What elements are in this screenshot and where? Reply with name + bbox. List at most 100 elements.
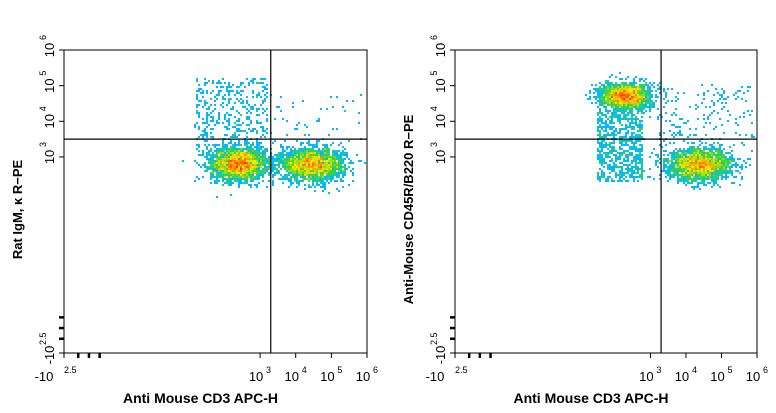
event-dot — [685, 158, 687, 160]
event-dot — [721, 156, 723, 158]
event-dot — [613, 100, 615, 102]
event-dot — [272, 174, 274, 176]
event-dot — [625, 154, 627, 156]
event-dot — [296, 162, 298, 164]
event-dot — [292, 150, 294, 152]
event-dot — [216, 86, 218, 88]
event-dot — [198, 90, 200, 92]
event-dot — [599, 150, 601, 152]
event-dot — [659, 174, 661, 176]
event-dot — [252, 148, 254, 150]
event-dot — [715, 126, 717, 128]
event-dot — [633, 86, 635, 88]
event-dot — [701, 168, 703, 170]
event-dot — [631, 88, 633, 90]
event-dot — [218, 152, 220, 154]
event-dot — [743, 144, 745, 146]
event-dot — [635, 156, 637, 158]
y-tick-exponent: 3 — [38, 142, 48, 147]
event-dot — [621, 124, 623, 126]
event-dot — [703, 148, 705, 150]
event-dot — [599, 120, 601, 122]
event-dot — [288, 146, 290, 148]
event-dot — [280, 144, 282, 146]
event-dot — [226, 178, 228, 180]
event-dot — [639, 110, 641, 112]
event-dot — [627, 156, 629, 158]
event-dot — [701, 162, 703, 164]
event-dot — [615, 104, 617, 106]
event-dot — [637, 126, 639, 128]
event-dot — [256, 184, 258, 186]
event-dot — [717, 174, 719, 176]
event-dot — [623, 152, 625, 154]
event-dot — [667, 166, 669, 168]
event-dot — [242, 90, 244, 92]
event-dot — [711, 156, 713, 158]
event-dot — [655, 164, 657, 166]
event-dot — [605, 110, 607, 112]
event-dot — [332, 156, 334, 158]
event-dot — [599, 176, 601, 178]
event-dot — [332, 166, 334, 168]
event-dot — [328, 150, 330, 152]
event-dot — [663, 158, 665, 160]
event-dot — [272, 170, 274, 172]
event-dot — [232, 148, 234, 150]
event-dot — [679, 166, 681, 168]
event-dot — [262, 146, 264, 148]
event-dot — [308, 186, 310, 188]
event-dot — [619, 110, 621, 112]
event-dot — [236, 162, 238, 164]
event-dot — [298, 156, 300, 158]
event-dot — [324, 166, 326, 168]
event-dot — [238, 124, 240, 126]
event-dot — [699, 164, 701, 166]
event-dot — [673, 166, 675, 168]
event-dot — [627, 88, 629, 90]
event-dot — [703, 94, 705, 96]
event-dot — [685, 180, 687, 182]
event-dot — [607, 166, 609, 168]
event-dot — [625, 104, 627, 106]
event-dot — [693, 188, 695, 190]
event-dot — [671, 100, 673, 102]
event-dot — [264, 152, 266, 154]
event-dot — [713, 164, 715, 166]
event-dot — [687, 176, 689, 178]
event-dot — [721, 152, 723, 154]
event-dot — [312, 184, 314, 186]
event-dot — [290, 150, 292, 152]
event-dot — [218, 148, 220, 150]
event-dot — [256, 140, 258, 142]
event-dot — [637, 94, 639, 96]
event-dot — [230, 142, 232, 144]
event-dot — [254, 168, 256, 170]
event-dot — [671, 158, 673, 160]
event-dot — [290, 148, 292, 150]
event-dot — [244, 182, 246, 184]
event-dot — [715, 174, 717, 176]
event-dot — [328, 168, 330, 170]
event-dot — [308, 134, 310, 136]
event-dot — [294, 172, 296, 174]
event-dot — [244, 152, 246, 154]
event-dot — [599, 136, 601, 138]
event-dot — [587, 98, 589, 100]
event-dot — [332, 164, 334, 166]
event-dot — [250, 148, 252, 150]
event-dot — [675, 148, 677, 150]
event-dot — [627, 158, 629, 160]
event-dot — [250, 156, 252, 158]
event-dot — [729, 170, 731, 172]
event-dot — [284, 154, 286, 156]
event-dot — [659, 158, 661, 160]
event-dot — [707, 162, 709, 164]
event-dot — [705, 162, 707, 164]
event-dot — [689, 172, 691, 174]
event-dot — [703, 166, 705, 168]
event-dot — [230, 108, 232, 110]
event-dot — [609, 164, 611, 166]
event-dot — [703, 168, 705, 170]
event-dot — [689, 148, 691, 150]
